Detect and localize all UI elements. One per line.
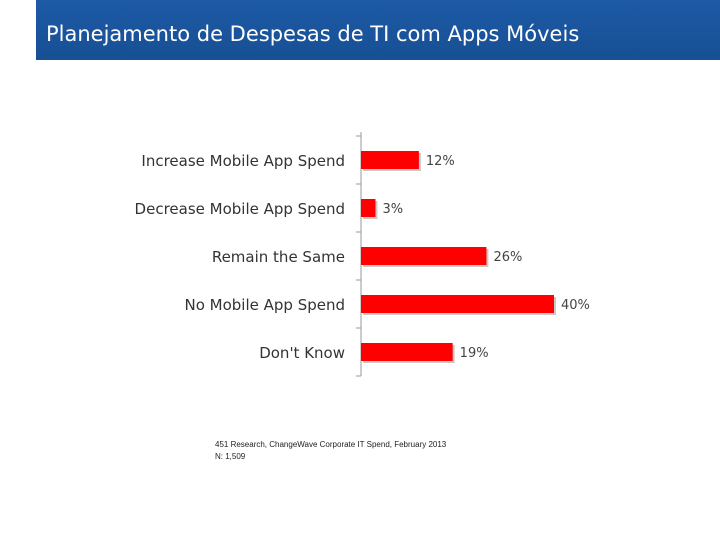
bar (361, 199, 376, 217)
bar (361, 151, 419, 169)
category-label: Increase Mobile App Spend (141, 152, 345, 170)
bar (361, 343, 453, 361)
category-label: Remain the Same (212, 248, 345, 266)
bar (361, 247, 487, 265)
title-bar: Planejamento de Despesas de TI com Apps … (36, 0, 720, 60)
bar (361, 295, 554, 313)
sample-size: N: 1,509 (215, 452, 246, 461)
slide-title: Planejamento de Despesas de TI com Apps … (46, 22, 580, 46)
value-label: 3% (382, 202, 403, 217)
source-note: 451 Research, ChangeWave Corporate IT Sp… (215, 439, 446, 463)
value-label: 19% (460, 346, 489, 361)
category-label: Don't Know (259, 344, 345, 362)
category-label: Decrease Mobile App Spend (135, 200, 345, 218)
value-label: 12% (426, 154, 455, 169)
value-label: 40% (561, 298, 590, 313)
source-line: 451 Research, ChangeWave Corporate IT Sp… (215, 440, 447, 449)
category-label: No Mobile App Spend (184, 296, 345, 314)
value-label: 26% (493, 250, 522, 265)
